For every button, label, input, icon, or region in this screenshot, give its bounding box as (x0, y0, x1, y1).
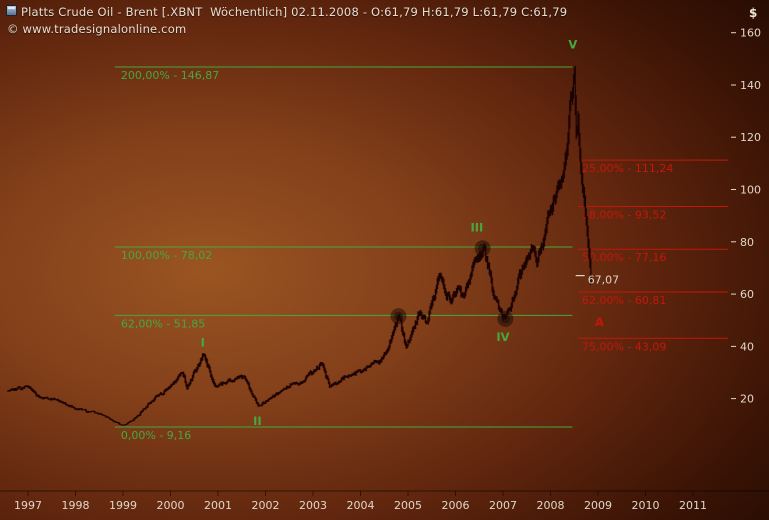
copyright-label: © www.tradesignalonline.com (7, 22, 187, 36)
y-axis-label: 20 (740, 393, 754, 406)
fib-extension-label: 100,00% - 78,02 (121, 249, 212, 262)
fib-retracement-label: 75,00% - 43,09 (582, 340, 666, 353)
wave-label-i: I (201, 335, 205, 349)
app-icon (6, 5, 17, 16)
y-axis-label: 40 (740, 340, 754, 353)
currency-symbol: $ (749, 6, 758, 20)
x-axis-label: 2011 (679, 499, 707, 512)
x-axis-label: 2006 (442, 499, 470, 512)
x-axis-label: 1999 (109, 499, 137, 512)
wave-label-v: V (568, 37, 577, 51)
fib-extension-label: 62,00% - 51,85 (121, 317, 205, 330)
y-axis-label: 100 (740, 184, 761, 197)
fib-retracement-label: 25,00% - 111,24 (582, 162, 673, 175)
x-axis-label: 2005 (394, 499, 422, 512)
x-axis-label: 2000 (157, 499, 185, 512)
wave-label-ii: II (253, 414, 262, 428)
fib-retracement-label: 38,00% - 93,52 (582, 209, 666, 222)
x-axis-label: 2007 (489, 499, 517, 512)
x-axis-label: 2001 (204, 499, 232, 512)
fib-extension-label: 0,00% - 9,16 (121, 429, 191, 442)
x-axis-label: 1997 (14, 499, 42, 512)
x-axis-label: 2008 (537, 499, 565, 512)
y-axis-label: 60 (740, 288, 754, 301)
price-bars-shadow (6, 65, 593, 426)
y-axis-label: 160 (740, 27, 761, 40)
wave-label-iv: IV (496, 330, 509, 344)
fib-retracement-label: 62,00% - 60,81 (582, 294, 666, 307)
fib-extension-label: 200,00% - 146,87 (121, 69, 219, 82)
wave-label-iii: III (470, 220, 483, 234)
x-axis-label: 2010 (632, 499, 660, 512)
y-axis-label: 140 (740, 79, 761, 92)
wave-label-a: A (595, 315, 604, 329)
x-axis-label: 2009 (584, 499, 612, 512)
x-axis-label: 2004 (347, 499, 375, 512)
x-axis-label: 1998 (62, 499, 90, 512)
y-axis-label: 80 (740, 236, 754, 249)
x-axis-label: 2003 (299, 499, 327, 512)
price-marker-label: 67,07 (588, 274, 620, 287)
y-axis-label: 120 (740, 131, 761, 144)
chart-title: Platts Crude Oil - Brent [.XBNT Wöchentl… (21, 5, 568, 19)
price-bars[interactable] (7, 65, 592, 426)
fib-retracement-label: 50,00% - 77,16 (582, 251, 666, 264)
x-axis-label: 2002 (252, 499, 280, 512)
